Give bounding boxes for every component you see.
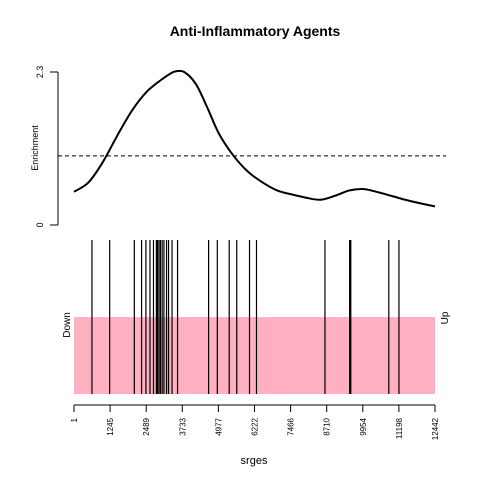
enrichment-curve <box>73 69 436 208</box>
x-tick-label: 11198 <box>395 417 404 439</box>
x-tick-label: 9954 <box>359 417 368 435</box>
rank-bar <box>74 317 435 394</box>
y-tick-label-bottom: 0 <box>35 222 45 227</box>
x-axis: 1 1245 2489 3733 4977 6222 7466 8710 9954 11198 12… <box>70 404 440 440</box>
x-tick-label: 6222 <box>251 417 260 435</box>
barcode-panel: Down Up <box>62 240 451 394</box>
y-axis-title: Enrichment <box>30 125 40 171</box>
x-tick-label: 3733 <box>178 417 187 435</box>
x-tick-label: 2489 <box>142 417 151 435</box>
x-tick-label: 4977 <box>214 417 223 435</box>
x-tick-label: 1245 <box>106 417 115 435</box>
x-tick-label: 12442 <box>431 417 440 440</box>
up-label: Up <box>440 311 451 324</box>
down-label: Down <box>62 312 73 338</box>
x-tick-label: 1 <box>70 417 79 422</box>
y-tick-label-top: 2.3 <box>35 66 45 79</box>
enrichment-panel: 2.3 0 Enrichment <box>30 66 446 228</box>
x-tick-label: 7466 <box>287 417 296 435</box>
hit-lines <box>91 240 400 394</box>
x-tick-label: 8710 <box>323 417 332 435</box>
x-axis-title: srges <box>241 455 268 467</box>
chart-title: Anti-Inflammatory Agents <box>170 23 341 39</box>
